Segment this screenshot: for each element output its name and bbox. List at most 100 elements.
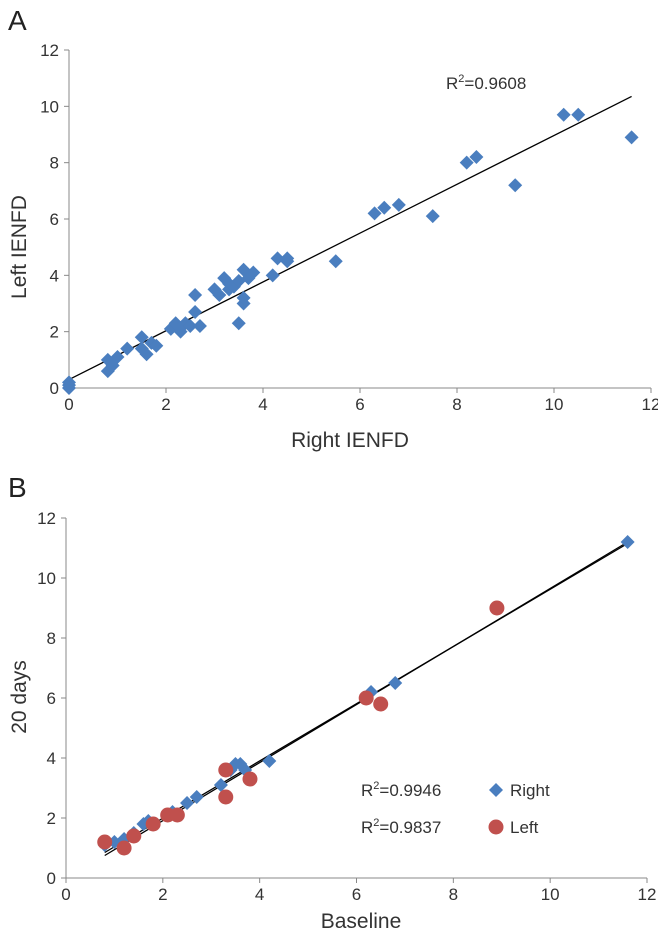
panel-b-left-point [126, 828, 142, 844]
panel-a-data-point [139, 347, 154, 362]
panel-a-y-tick-label: 10 [40, 97, 59, 116]
panel-a-label: A [8, 5, 27, 36]
panel-a-y-tick-label: 8 [50, 154, 59, 173]
panel-a-y-tick-label: 6 [50, 210, 59, 229]
panel-b-x-tick-label: 6 [352, 885, 361, 904]
panel-a-data-point [120, 341, 135, 356]
legend-right-r2-prefix: R [361, 781, 373, 800]
panel-b-y-tick-label: 12 [37, 509, 56, 528]
panel-a-y-tick-label: 4 [50, 266, 59, 285]
panel-a-trendline [68, 95, 632, 381]
panel-a-data-point [508, 178, 523, 193]
legend-left-circle-marker [488, 819, 504, 835]
panel-a-x-tick-label: 8 [452, 395, 461, 414]
panel-b-left-point [242, 771, 258, 787]
panel-b-legend: R2=0.9946 Right R2=0.9837 Left [361, 780, 550, 837]
panel-b-left-point [358, 690, 374, 706]
panel-b-x-tick-label: 0 [61, 885, 70, 904]
legend-right-r2: R2=0.9946 [361, 780, 441, 800]
panel-b-right-point [213, 778, 228, 792]
panel-a-data-point [149, 338, 164, 353]
panel-a-axes: 0 2 4 6 8 10 12 0 2 4 6 8 10 12 [40, 41, 658, 414]
panel-a-data-point [624, 130, 639, 145]
panel-a-data-point [425, 209, 440, 224]
panel-b-left-point [218, 789, 234, 805]
panel-b-right-point [189, 790, 204, 804]
panel-a-data-point [469, 150, 484, 165]
panel-a-data-point [62, 375, 76, 390]
panel-a-data-point [377, 200, 392, 215]
panel-b-left-point [97, 834, 113, 850]
panel-a-data-point [236, 290, 251, 305]
panel-a-data-point [134, 330, 149, 345]
panel-a-y-tick-label: 2 [50, 323, 59, 342]
legend-right-diamond-marker [489, 783, 503, 797]
legend-right-marker-shape [489, 783, 503, 797]
panel-b-y-tick-label: 10 [37, 569, 56, 588]
panel-b-left-point [489, 600, 505, 616]
panel-a-data-point [459, 155, 474, 170]
panel-a-x-tick-label: 0 [64, 395, 73, 414]
panel-a-data-point [183, 319, 198, 334]
panel-a-x-tick-label: 10 [545, 395, 564, 414]
panel-b-x-tick-label: 4 [255, 885, 264, 904]
panel-b-right-point [388, 676, 403, 690]
panel-b-right-point [180, 796, 195, 810]
panel-b-left-point [373, 696, 389, 712]
panel-a-data-point [110, 350, 125, 365]
panel-b-left-point [169, 807, 185, 823]
legend-left-r2-value: =0.9837 [379, 818, 441, 837]
panel-a-y-tick-label: 12 [40, 41, 59, 60]
panel-a-data-point [391, 197, 406, 212]
legend-right-r2-value: =0.9946 [379, 781, 441, 800]
panel-b-y-tick-label: 8 [47, 629, 56, 648]
panel-a-data-point [188, 288, 203, 303]
panel-a-r2-value: =0.9608 [464, 74, 526, 93]
panel-b-right-point [262, 754, 277, 768]
panel-a-trendline-group [68, 95, 632, 381]
panel-b-left-point [145, 816, 161, 832]
panel-a-x-tick-label: 2 [161, 395, 170, 414]
legend-right-label: Right [510, 781, 550, 800]
panel-a-data-point [367, 206, 382, 221]
panel-b-points [97, 535, 635, 856]
panel-a-data-point [280, 251, 295, 266]
panel-a-x-tick-label: 4 [258, 395, 267, 414]
panel-b-left-point [218, 762, 234, 778]
panel-b-right-point [620, 535, 635, 549]
panel-a-data-point [246, 265, 261, 280]
panel-a-x-axis-title: Right IENFD [291, 429, 409, 452]
panel-a-data-point [556, 107, 571, 122]
panel-b-axes: 0 2 4 6 8 10 12 0 2 4 6 8 10 12 [37, 509, 656, 904]
legend-right-r2-superscript: 2 [373, 780, 379, 792]
panel-a-x-tick-label: 6 [355, 395, 364, 414]
panel-b-x-tick-label: 10 [541, 885, 560, 904]
panel-a-y-axis-title: Left IENFD [8, 195, 31, 299]
panel-a-x-tick-label: 12 [642, 395, 658, 414]
panel-b-y-tick-label: 4 [47, 749, 56, 768]
panel-b-y-tick-label: 0 [47, 869, 56, 888]
panel-b-y-axis-title: 20 days [8, 660, 31, 734]
panel-a-r2-prefix: R [446, 74, 458, 93]
panel-a-points [62, 107, 639, 395]
panel-b-y-tick-label: 6 [47, 689, 56, 708]
panel-a-scatter-chart: A 0 2 4 6 8 10 12 0 2 4 6 8 10 12 Right IENFD Left IE… [8, 5, 658, 452]
legend-left-r2-superscript: 2 [373, 817, 379, 829]
panel-a-data-point [212, 288, 227, 303]
panel-b-y-tick-label: 2 [47, 809, 56, 828]
panel-a-y-tick-label: 0 [50, 379, 59, 398]
legend-left-label: Left [510, 818, 539, 837]
panel-a-data-point [231, 316, 246, 331]
panel-b-x-tick-label: 8 [449, 885, 458, 904]
panel-b-x-tick-label: 12 [638, 885, 657, 904]
legend-left-r2-prefix: R [361, 818, 373, 837]
panel-a-r2-annotation: R2=0.9608 [446, 73, 526, 93]
panel-a-data-point [571, 107, 586, 122]
panel-a-data-point [188, 304, 203, 319]
panel-b-left-point [116, 840, 132, 856]
legend-left-marker-shape [488, 819, 504, 835]
panel-a-data-point [192, 319, 207, 334]
panel-b-x-tick-label: 2 [158, 885, 167, 904]
